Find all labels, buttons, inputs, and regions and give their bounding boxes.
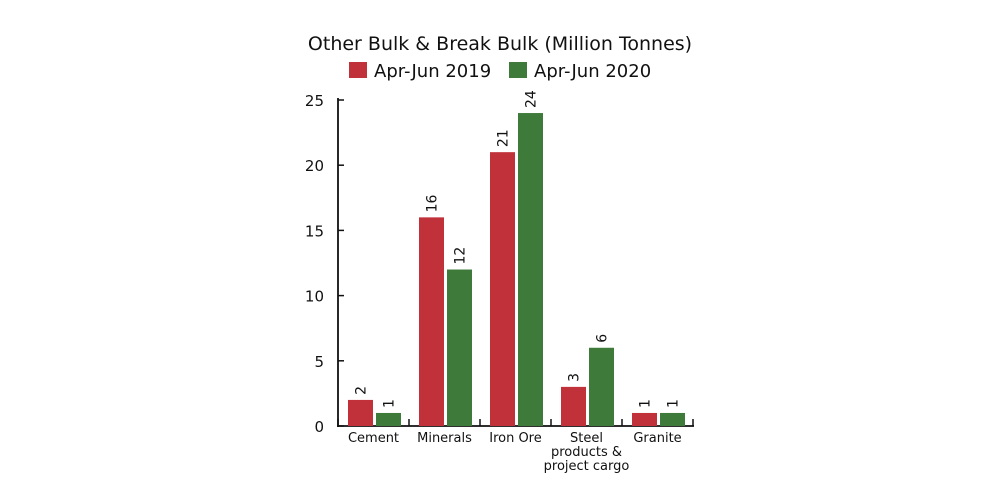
x-tick-label: Minerals xyxy=(417,431,472,446)
y-tick-label: 25 xyxy=(305,92,324,110)
data-label: 1 xyxy=(638,399,654,408)
y-tick-label: 5 xyxy=(314,353,324,371)
chart-title: Other Bulk & Break Bulk (Million Tonnes) xyxy=(308,33,692,55)
legend-label-0: Apr-Jun 2019 xyxy=(374,61,491,82)
x-tick-label-line: project cargo xyxy=(544,459,630,474)
data-label: 1 xyxy=(666,399,682,408)
y-tick-label: 10 xyxy=(305,288,324,306)
bar-apr-jun-2019 xyxy=(348,399,373,426)
data-label: 1 xyxy=(382,399,398,408)
data-label: 16 xyxy=(425,194,441,212)
data-label: 6 xyxy=(595,334,611,343)
bar-apr-jun-2020 xyxy=(589,347,614,426)
y-tick-label: 20 xyxy=(305,157,324,175)
bar-apr-jun-2019 xyxy=(490,152,515,426)
x-tick-label: Iron Ore xyxy=(489,431,542,446)
data-label: 2 xyxy=(354,386,370,395)
x-tick-label: Steel products & project cargo xyxy=(544,431,630,474)
legend-swatch-0 xyxy=(349,62,367,78)
bar-apr-jun-2020 xyxy=(660,412,685,426)
bar-apr-jun-2019 xyxy=(632,412,657,426)
bar-apr-jun-2020 xyxy=(518,113,543,426)
bar-apr-jun-2019 xyxy=(419,217,444,426)
x-tick-label-line: Minerals xyxy=(417,431,472,446)
x-tick-label: Cement xyxy=(348,431,399,446)
x-tick-label-line: Iron Ore xyxy=(489,431,542,446)
bar-apr-jun-2020 xyxy=(376,412,401,426)
legend-label-1: Apr-Jun 2020 xyxy=(534,61,651,82)
bar-apr-jun-2020 xyxy=(447,269,472,426)
x-tick-label-line: Cement xyxy=(348,431,399,446)
data-label: 24 xyxy=(524,90,540,108)
data-label: 12 xyxy=(453,247,469,265)
legend: Apr-Jun 2019 Apr-Jun 2020 xyxy=(349,61,651,82)
legend-swatch-1 xyxy=(509,62,527,78)
data-label: 21 xyxy=(496,129,512,147)
y-tick-label: 0 xyxy=(314,418,324,436)
bars: 2 16 21 3 1 1 12 24 6 1 xyxy=(348,90,685,426)
x-tick-label-line: Granite xyxy=(633,431,681,446)
x-tick-label-line: products & xyxy=(551,445,622,460)
y-tick-label: 15 xyxy=(305,222,324,240)
data-label: 3 xyxy=(567,373,583,382)
x-tick-label-line: Steel xyxy=(570,431,603,446)
x-tick-label: Granite xyxy=(633,431,681,446)
bar-apr-jun-2019 xyxy=(561,386,586,426)
